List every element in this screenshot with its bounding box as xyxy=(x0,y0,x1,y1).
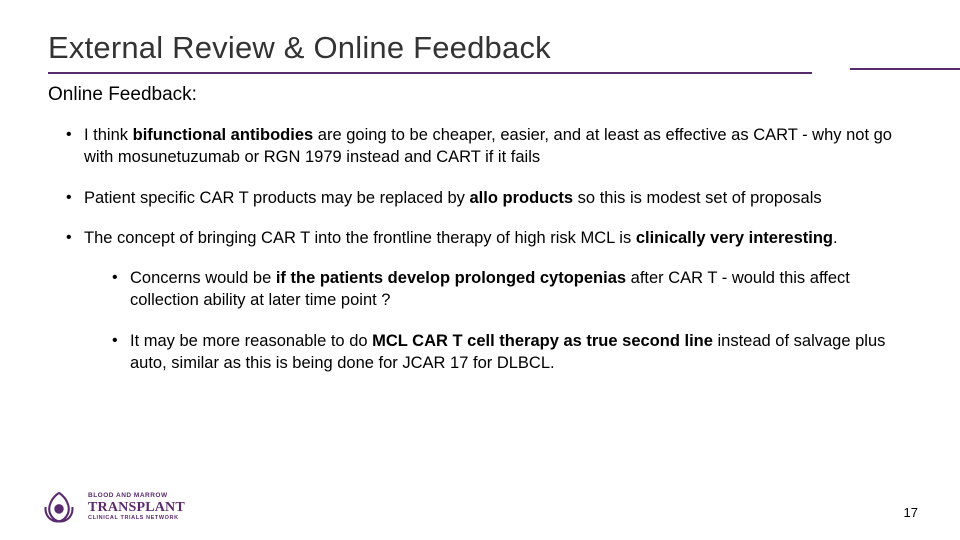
bold-text: allo products xyxy=(470,189,574,207)
bold-text: bifunctional antibodies xyxy=(133,126,314,144)
sub-bullet-list: Concerns would be if the patients develo… xyxy=(84,267,912,374)
bullet-list: I think bifunctional antibodies are goin… xyxy=(48,124,912,374)
bold-text: MCL CAR T cell therapy as true second li… xyxy=(372,332,713,350)
slide-title: External Review & Online Feedback xyxy=(48,30,812,74)
page-number: 17 xyxy=(904,505,918,520)
logo-icon xyxy=(40,488,78,526)
logo-line2: TRANSPLANT xyxy=(88,501,185,515)
logo-line1: BLOOD AND MARROW xyxy=(88,493,185,500)
logo-text: BLOOD AND MARROW TRANSPLANT CLINICAL TRI… xyxy=(88,493,185,521)
bold-text: if the patients develop prolonged cytope… xyxy=(276,269,626,287)
sub-bullet-item: It may be more reasonable to do MCL CAR … xyxy=(112,330,912,375)
slide: External Review & Online Feedback Online… xyxy=(0,0,960,540)
bullet-item: Patient specific CAR T products may be r… xyxy=(66,187,912,209)
bold-text: clinically very interesting xyxy=(636,229,833,247)
slide-subtitle: Online Feedback: xyxy=(48,84,912,106)
bullet-item: I think bifunctional antibodies are goin… xyxy=(66,124,912,169)
bullet-item: The concept of bringing CAR T into the f… xyxy=(66,227,912,374)
footer-logo: BLOOD AND MARROW TRANSPLANT CLINICAL TRI… xyxy=(40,488,185,526)
sub-bullet-item: Concerns would be if the patients develo… xyxy=(112,267,912,312)
title-accent-line xyxy=(850,68,960,70)
logo-line3: CLINICAL TRIALS NETWORK xyxy=(88,516,185,522)
